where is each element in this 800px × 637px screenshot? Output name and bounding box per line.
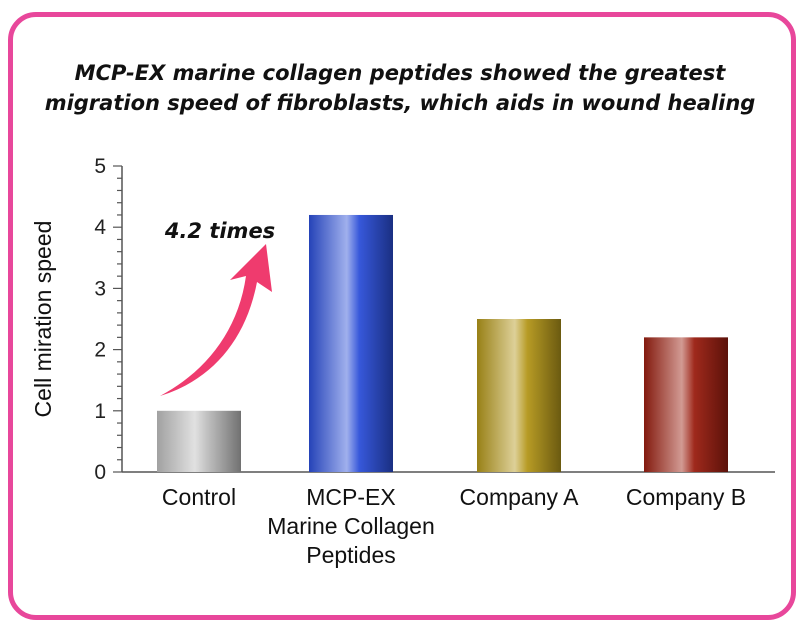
chart-title-line-1: MCP-EX marine collagen peptides showed t…: [74, 61, 726, 85]
annotation-label: 4.2 times: [164, 219, 275, 243]
x-tick-label: Company A: [460, 484, 580, 510]
bar: [644, 337, 728, 472]
x-tick-label: Marine Collagen: [267, 513, 434, 539]
arrow-up-icon: [160, 244, 272, 396]
y-tick-label: 1: [94, 400, 106, 423]
x-axis-labels: Control MCP-EX Marine Collagen Peptides Comp…: [162, 484, 746, 568]
bar: [309, 214, 393, 472]
y-axis: 0 1 2 3 4 5 Cell miration speed: [30, 155, 775, 484]
y-axis-label: Cell miration speed: [30, 221, 56, 418]
y-tick-label: 5: [94, 155, 106, 178]
bar: [157, 410, 241, 472]
x-tick-label: Peptides: [306, 542, 396, 568]
bar: [477, 319, 561, 472]
y-tick-label: 0: [94, 461, 106, 484]
chart-title: MCP-EX marine collagen peptides showed t…: [0, 58, 800, 118]
x-tick-label: Control: [162, 484, 236, 510]
y-tick-label: 3: [94, 277, 106, 300]
chart-title-line-2: migration speed of fibroblasts, which ai…: [44, 91, 756, 115]
y-tick-label: 2: [94, 339, 106, 362]
x-tick-label: MCP-EX: [306, 484, 395, 510]
bars: [157, 214, 728, 472]
y-tick-label: 4: [94, 216, 106, 239]
x-tick-label: Company B: [626, 484, 746, 510]
card-frame: [8, 12, 796, 620]
annotation: 4.2 times: [160, 219, 275, 396]
